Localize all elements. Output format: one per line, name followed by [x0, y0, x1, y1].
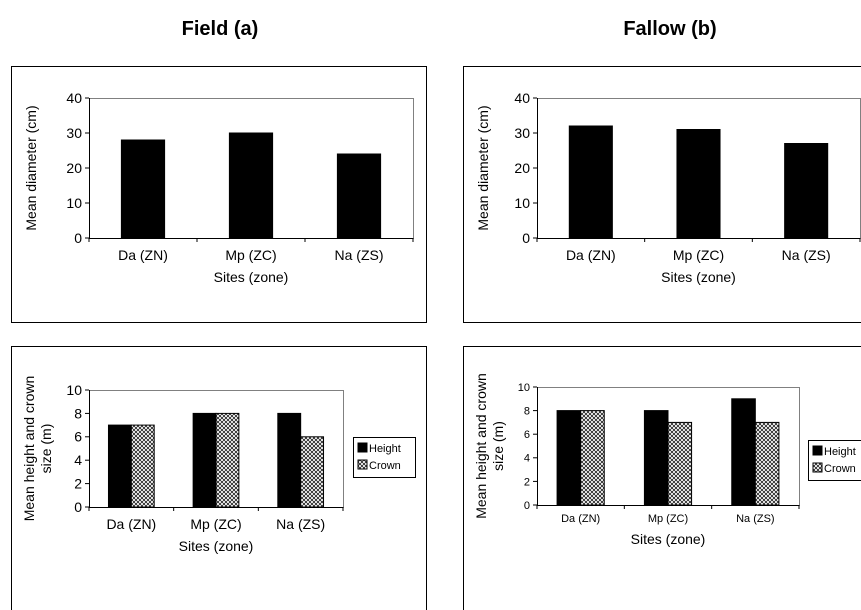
legend-label-crown: Crown: [369, 460, 401, 472]
chart-frame: [463, 66, 861, 323]
chart-field_height_crown: 0 2 4 6 8 10 Da (ZN) Mp (ZC) Na (ZS) Sites (zone)…: [11, 346, 427, 610]
y-axis-title: Mean height and crownsize (m): [21, 376, 54, 522]
bar-value-2: [784, 143, 829, 239]
x-category-label: Mp (ZC): [225, 247, 276, 263]
bar-value-2: [336, 153, 382, 239]
y-tick-label: 0: [74, 499, 82, 515]
y-tick-label: 10: [514, 195, 530, 211]
bar-value-0: [120, 139, 166, 239]
chart-frame: [11, 66, 427, 323]
y-tick-label: 0: [522, 230, 530, 246]
chart-fallow_height_crown: 0 2 4 6 8 10 Da (ZN) Mp (ZC) Na (ZS) Sites (zone)…: [463, 346, 861, 610]
legend-swatch-crown: [357, 459, 368, 470]
x-category-label: Da (ZN): [566, 247, 616, 263]
x-axis-title: Sites (zone): [661, 269, 736, 285]
legend-swatch-height: [812, 445, 823, 456]
y-tick-label: 10: [518, 382, 530, 394]
legend-swatch-crown: [812, 462, 823, 473]
legend-label-height: Height: [824, 446, 856, 458]
chart-frame: [463, 346, 861, 610]
y-tick-label: 30: [514, 125, 530, 141]
y-axis-title: Mean diameter (cm): [23, 105, 39, 230]
y-tick-label: 20: [66, 160, 82, 176]
chart-field_diameter: 0 10 20 30 40 Da (ZN) Mp (ZC) Na (ZS) Sites (zon…: [11, 66, 427, 323]
y-tick-label: 40: [66, 90, 82, 106]
bar-crown-1: [667, 421, 693, 506]
bar-height-2: [277, 412, 302, 508]
x-category-label: Na (ZS): [276, 516, 325, 532]
x-category-label: Mp (ZC): [673, 247, 724, 263]
x-category-label: Mp (ZC): [190, 516, 241, 532]
legend: Height Crown: [808, 440, 861, 481]
fallow-column-title: Fallow (b): [623, 18, 717, 40]
legend-swatch-height: [357, 442, 368, 453]
field-column-title: Field (a): [181, 18, 259, 40]
y-tick-label: 0: [524, 500, 530, 512]
y-tick-label: 2: [524, 476, 530, 488]
y-tick-label: 6: [74, 429, 82, 445]
y-tick-label: 0: [74, 230, 82, 246]
y-tick-label: 6: [524, 429, 530, 441]
x-axis-title: Sites (zone): [631, 531, 706, 547]
y-tick-label: 20: [514, 160, 530, 176]
x-axis-title: Sites (zone): [179, 538, 254, 554]
y-axis-title: Mean diameter (cm): [475, 105, 491, 230]
bar-value-1: [676, 129, 721, 239]
x-category-label: Da (ZN): [106, 516, 156, 532]
x-category-label: Da (ZN): [561, 513, 600, 525]
y-tick-label: 4: [524, 453, 530, 465]
bar-height-1: [643, 410, 669, 506]
bar-value-1: [228, 132, 274, 239]
y-tick-label: 4: [74, 452, 82, 468]
bar-height-1: [192, 412, 217, 508]
bar-crown-0: [130, 424, 155, 508]
x-axis-title: Sites (zone): [214, 269, 289, 285]
legend: Height Crown: [353, 437, 416, 478]
x-category-label: Mp (ZC): [648, 513, 688, 525]
y-tick-label: 2: [74, 476, 82, 492]
x-category-label: Na (ZS): [335, 247, 384, 263]
x-category-label: Da (ZN): [118, 247, 168, 263]
bar-height-0: [556, 410, 582, 506]
y-tick-label: 10: [66, 195, 82, 211]
y-tick-label: 30: [66, 125, 82, 141]
bar-value-0: [568, 125, 613, 239]
y-tick-label: 8: [74, 405, 82, 421]
x-category-label: Na (ZS): [736, 513, 775, 525]
y-tick-label: 40: [514, 90, 530, 106]
legend-label-height: Height: [369, 443, 401, 455]
y-tick-label: 10: [66, 382, 82, 398]
y-axis-title: Mean height and crownsize (m): [473, 373, 506, 519]
bar-crown-0: [580, 410, 605, 506]
bar-crown-1: [215, 412, 240, 508]
bar-crown-2: [754, 421, 780, 506]
y-tick-label: 8: [524, 405, 530, 417]
bar-crown-2: [300, 436, 325, 508]
chart-frame: [11, 346, 427, 610]
legend-label-crown: Crown: [824, 463, 856, 475]
chart-fallow_diameter: 0 10 20 30 40 Da (ZN) Mp (ZC) Na (ZS) Sites (zon…: [463, 66, 861, 323]
bar-height-0: [107, 424, 132, 508]
x-category-label: Na (ZS): [782, 247, 831, 263]
bar-height-2: [731, 398, 756, 506]
